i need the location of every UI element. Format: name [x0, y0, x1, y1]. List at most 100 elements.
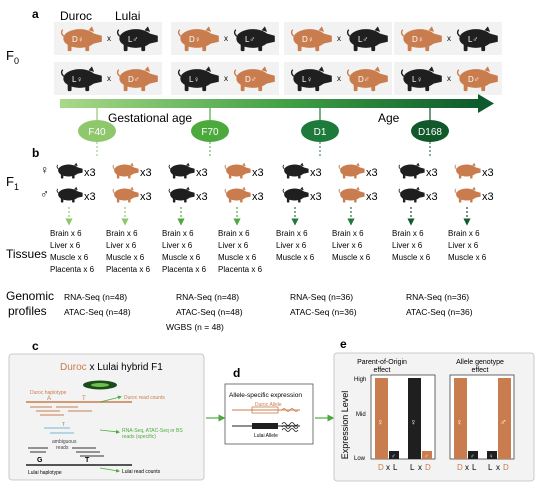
tissue-item: Brain x 6	[332, 229, 364, 238]
tissue-item: Liver x 6	[332, 241, 363, 250]
stage-label-d1: D1	[314, 127, 327, 138]
f0-pair: D♀ L♂ x	[394, 22, 502, 55]
plot1-cross1-d: D	[378, 463, 384, 472]
pig-icon	[112, 186, 140, 203]
lulai-allele-t: T	[85, 457, 90, 464]
plot2-bar-l-maternal	[487, 451, 497, 459]
cross-symbol: x	[224, 74, 228, 83]
plot2-female-symbol-2: ♀	[489, 454, 494, 460]
pig-icon	[224, 162, 252, 179]
duroc-breed-label: Duroc	[60, 9, 92, 23]
plot2-title-2: effect	[472, 367, 489, 374]
sire-label: D♂	[128, 75, 140, 84]
tissue-item: Placenta x 6	[218, 265, 263, 274]
f0-pair: L♀ D♂ x	[171, 62, 279, 95]
f1-offspring-groups: x3 x3 x3 x3 x3 x3 x3 x3 x3 x3 x3 x3 x3 x3 x3 x3	[56, 162, 494, 226]
dam-label: L♀	[302, 75, 312, 84]
plot1-male-symbol-2: ♂	[424, 454, 429, 460]
tissue-item: Brain x 6	[162, 229, 194, 238]
dam-label: L♀	[412, 75, 422, 84]
genomic-item: RNA-Seq (n=48)	[64, 292, 127, 302]
tissue-item: Liver x 6	[50, 241, 81, 250]
plot1-bar-l-maternal	[408, 378, 421, 459]
tissue-item: Muscle x 6	[392, 253, 431, 262]
stage-badge	[78, 120, 116, 142]
tissue-item: Liver x 6	[162, 241, 193, 250]
tissue-item: Muscle x 6	[162, 253, 201, 262]
duroc-haplotype-label: Duroc haplotype	[30, 390, 67, 396]
lulai-allele-box	[252, 423, 278, 429]
tissue-item: Muscle x 6	[276, 253, 315, 262]
plot1-female-symbol-1: ♀	[377, 417, 384, 427]
plot1-bar-d-maternal	[375, 378, 388, 459]
cross-symbol: x	[447, 74, 451, 83]
lulai-read-counts-label: Lulai read counts	[122, 469, 161, 475]
f0-cross-pairs: D♀ L♂ x L♀ D♂ x D♀ L♂ x L♀ D♂ x D♀ L♂ x L♀ D♂ x D♀ L♂ x L♀ D♂ x	[54, 22, 502, 95]
level-high: High	[354, 377, 366, 383]
plot2-bar-l-paternal	[468, 451, 478, 459]
f0-pair: L♀ D♂ x	[54, 62, 162, 95]
plot1-title-1: Parent-of-Origin	[357, 359, 407, 366]
dam-label: D♀	[189, 35, 201, 44]
lulai-transcript-waves	[281, 422, 299, 432]
offspring-count-female: x3	[196, 167, 208, 179]
offspring-count-female: x3	[482, 167, 494, 179]
tissue-item: Liver x 6	[218, 241, 249, 250]
stage-badge	[411, 120, 449, 142]
genomic-item: RNA-Seq (n=36)	[406, 292, 469, 302]
panel-label-b: b	[32, 146, 39, 160]
offspring-count-female: x3	[140, 167, 152, 179]
genomic-item: WGBS (n = 48)	[166, 322, 224, 332]
cross-symbol: x	[337, 74, 341, 83]
stage-label-f40: F40	[88, 127, 106, 138]
female-symbol: ♀	[40, 163, 49, 177]
tissue-item: Liver x 6	[106, 241, 137, 250]
lulai-allele-g: G	[37, 457, 43, 464]
plot1-cross1-x: x	[386, 463, 390, 472]
tissue-item: Brain x 6	[106, 229, 138, 238]
tissue-lists: Brain x 6 Liver x 6 Muscle x 6 Placenta x 6…	[50, 229, 487, 274]
f0-label: F0	[6, 48, 19, 66]
lulai-allele-label: Lulai Allele	[254, 433, 278, 439]
sire-label: L♂	[128, 35, 138, 44]
stage-label-d168: D168	[418, 127, 442, 138]
ambiguous-label-2: reads	[56, 445, 69, 451]
stage-markers: F40 F70 D1 D168	[78, 108, 449, 156]
offspring-count-male: x3	[196, 191, 208, 203]
offspring-count-female: x3	[366, 167, 378, 179]
pig-icon	[282, 162, 310, 179]
plot2-bar-d-maternal	[454, 378, 467, 459]
pig-icon	[56, 186, 84, 203]
offspring-count-female: x3	[310, 167, 322, 179]
offspring-count-male: x3	[426, 191, 438, 203]
dam-label: D♀	[302, 35, 314, 44]
cross-symbol: x	[447, 34, 451, 43]
arrow-icon	[478, 94, 494, 113]
genomic-title-line2: profiles	[8, 304, 47, 318]
ambiguous-read-lines	[44, 427, 74, 434]
duroc-allele-t: T	[82, 396, 86, 402]
plot2-male-symbol-2: ♂	[500, 417, 507, 427]
tissue-item: Liver x 6	[276, 241, 307, 250]
pig-icon	[112, 162, 140, 179]
tissue-item: Placenta x 6	[50, 265, 95, 274]
sire-label: D♂	[468, 75, 480, 84]
panel-e-box: Expression Level Parent-of-Origin effect…	[333, 352, 535, 482]
plot2-male-symbol-1: ♂	[470, 454, 475, 460]
pig-icon	[168, 186, 196, 203]
genomic-item: ATAC-Seq (n=48)	[64, 307, 131, 317]
duroc-read-counts-label: Duroc read counts	[124, 395, 165, 401]
stage-badge	[191, 120, 229, 142]
duroc-count-arrow	[99, 395, 122, 403]
duroc-transcript-wave	[281, 408, 299, 412]
plot2-cross2-x: x	[496, 463, 500, 472]
genomic-item: ATAC-Seq (n=36)	[406, 307, 473, 317]
plot1-cross2-d: D	[425, 463, 431, 472]
dam-label: D♀	[72, 35, 84, 44]
offspring-count-female: x3	[84, 167, 96, 179]
offspring-count-female: x3	[252, 167, 264, 179]
genomic-item: ATAC-Seq (n=36)	[290, 307, 357, 317]
tissue-item: Placenta x 6	[106, 265, 151, 274]
cross-symbol: x	[107, 74, 111, 83]
panel-label-c: c	[32, 339, 39, 353]
